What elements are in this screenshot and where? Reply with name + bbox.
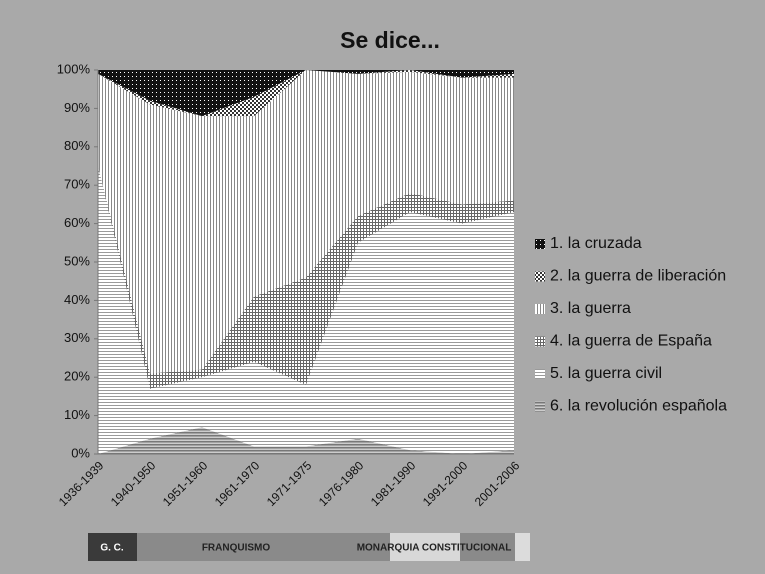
- legend-swatch: [535, 401, 545, 412]
- x-tick-label: 1940-1950: [108, 458, 159, 509]
- legend-swatch: [535, 336, 545, 347]
- x-tick-label: 1951-1960: [160, 458, 211, 509]
- legend-swatch: [535, 271, 545, 282]
- area: [98, 166, 514, 454]
- area: [98, 70, 514, 117]
- y-tick-label: 40%: [64, 292, 90, 307]
- x-tick-label: 1961-1970: [212, 458, 263, 509]
- y-tick-label: 70%: [64, 177, 90, 192]
- period-label: G. C.: [100, 543, 124, 554]
- period-bar: G. C. FRANQUISMO MONARQUIA CONSTITUCIONA…: [88, 533, 530, 561]
- y-tick-label: 80%: [64, 138, 90, 153]
- legend-swatch: [535, 304, 545, 314]
- period-box: [460, 533, 515, 561]
- x-tick-label: 2001-2006: [472, 458, 523, 509]
- period-label: MONARQUIA CONSTITUCIONAL: [357, 543, 512, 554]
- y-tick-label: 30%: [64, 330, 90, 345]
- period-box: [390, 533, 460, 561]
- y-tick-label: 60%: [64, 215, 90, 230]
- x-tick-label: 1976-1980: [316, 458, 367, 509]
- legend-label: 3. la guerra: [550, 300, 631, 317]
- legend-label: 5. la guerra civil: [550, 365, 662, 382]
- x-tick-label: 1971-1975: [264, 458, 315, 509]
- legend-label: 6. la revolución española: [550, 398, 727, 415]
- legend-swatch: [535, 239, 545, 249]
- x-tick-label: 1936-1939: [56, 458, 107, 509]
- area: [98, 70, 514, 374]
- legend-label: 4. la guerra de España: [550, 333, 712, 350]
- y-tick-label: 50%: [64, 253, 90, 268]
- legend-swatch: [535, 369, 545, 379]
- legend-label: 2. la guerra de liberación: [550, 268, 726, 285]
- period-label: FRANQUISMO: [202, 543, 271, 554]
- period-box: [137, 533, 335, 561]
- y-tick-label: 90%: [64, 100, 90, 115]
- period-box: [88, 533, 137, 561]
- chart-title: Se dice...: [340, 27, 440, 53]
- y-tick-label: 20%: [64, 369, 90, 384]
- y-tick-label: 10%: [64, 407, 90, 422]
- y-tick-label: 100%: [57, 61, 91, 76]
- period-box: [515, 533, 530, 561]
- x-tick-label: 1991-2000: [420, 458, 471, 509]
- legend-label: 1. la cruzada: [550, 235, 642, 252]
- area: [98, 427, 514, 454]
- period-box: [335, 533, 390, 561]
- y-tick-label: 0%: [71, 445, 90, 460]
- x-tick-label: 1981-1990: [368, 458, 419, 509]
